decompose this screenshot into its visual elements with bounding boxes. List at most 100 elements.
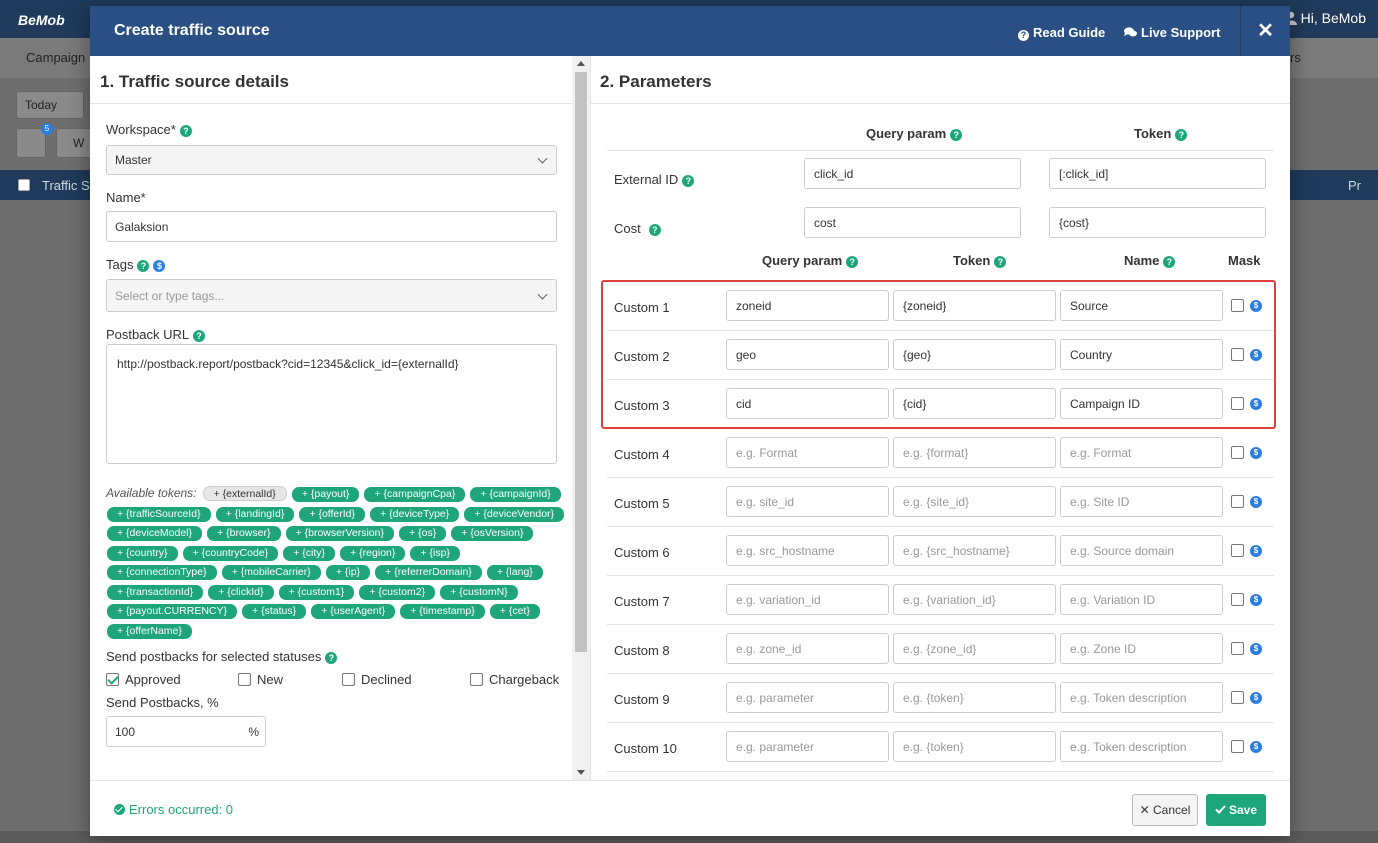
custom-query-input[interactable]: geo [726, 339, 889, 370]
token-chip[interactable]: + {isp} [410, 545, 460, 561]
flag-button[interactable]: 5 [16, 123, 53, 158]
mask-checkbox[interactable] [1231, 642, 1244, 655]
token-chip[interactable]: + {countryCode} [182, 545, 279, 561]
save-button[interactable]: Save [1206, 794, 1266, 826]
token-chip[interactable]: + {transactionId} [107, 584, 204, 600]
help-icon[interactable]: ? [193, 330, 206, 342]
date-filter[interactable]: Today [16, 91, 84, 119]
custom-token-input[interactable]: e.g. {site_id} [893, 486, 1056, 517]
scroll-down-icon[interactable] [577, 770, 585, 775]
custom-name-input[interactable]: e.g. Variation ID [1060, 584, 1223, 615]
custom-token-input[interactable]: e.g. {src_hostname} [893, 535, 1056, 566]
custom-token-input[interactable]: e.g. {token} [893, 682, 1056, 713]
help-icon[interactable]: ? [682, 175, 695, 187]
token-chip[interactable]: + {connectionType} [107, 565, 217, 580]
token-chip[interactable]: + {deviceType} [370, 506, 460, 522]
cancel-button[interactable]: ✕ Cancel [1132, 794, 1198, 826]
token-chip[interactable]: + {userAgent} [311, 604, 396, 619]
help-icon[interactable]: ? [648, 224, 661, 236]
custom-token-input[interactable]: {zoneid} [893, 290, 1056, 321]
token-chip[interactable]: + {timestamp} [400, 604, 485, 619]
custom-query-input[interactable]: zoneid [726, 290, 889, 321]
user-menu[interactable]: Hi, BeMob [1284, 10, 1366, 26]
cost-query-input[interactable]: cost [804, 207, 1021, 238]
token-chip[interactable]: + {region} [340, 545, 406, 561]
custom-query-input[interactable]: e.g. variation_id [726, 584, 889, 615]
name-input[interactable]: Galaksion [106, 211, 557, 242]
token-chip[interactable]: + {trafficSourceId} [107, 506, 211, 522]
token-chip[interactable]: + {customN} [440, 584, 518, 600]
select-all-checkbox[interactable] [18, 179, 30, 191]
custom-name-input[interactable]: e.g. Format [1060, 437, 1223, 468]
token-chip[interactable]: + {externalId} [202, 486, 287, 501]
custom-name-input[interactable]: e.g. Zone ID [1060, 633, 1223, 664]
custom-token-input[interactable]: {cid} [893, 388, 1056, 419]
status-checkbox-chargeback[interactable]: Chargeback [470, 672, 559, 687]
mask-checkbox[interactable] [1231, 397, 1244, 410]
token-chip[interactable]: + {lang} [486, 565, 543, 580]
token-chip[interactable]: + {campaignCpa} [364, 487, 466, 502]
postback-url-textarea[interactable]: http://postback.report/postback?cid=1234… [106, 344, 557, 464]
token-chip[interactable]: + {ip} [325, 565, 371, 580]
custom-name-input[interactable]: e.g. Source domain [1060, 535, 1223, 566]
status-checkbox-new[interactable]: New [238, 672, 283, 687]
mask-checkbox[interactable] [1231, 740, 1244, 753]
token-chip[interactable]: + {country} [107, 545, 178, 561]
custom-name-input[interactable]: Country [1060, 339, 1223, 370]
token-chip[interactable]: + {osVersion} [451, 526, 534, 541]
token-chip[interactable]: + {referrerDomain} [375, 565, 482, 580]
token-chip[interactable]: + {clickId} [208, 584, 274, 600]
custom-token-input[interactable]: e.g. {variation_id} [893, 584, 1056, 615]
help-icon[interactable]: ? [994, 256, 1007, 268]
mask-checkbox[interactable] [1231, 299, 1244, 312]
scroll-up-icon[interactable] [577, 61, 585, 66]
status-checkbox-approved[interactable]: Approved [106, 672, 181, 687]
close-button[interactable]: ✕ [1240, 6, 1290, 56]
token-chip[interactable]: + {payout} [291, 487, 360, 502]
details-scrollbar[interactable] [572, 56, 590, 780]
token-chip[interactable]: + {payout.CURRENCY} [107, 604, 238, 619]
token-chip[interactable]: + {city} [283, 545, 336, 561]
help-icon[interactable]: ? [137, 260, 150, 272]
checkbox[interactable] [470, 673, 483, 686]
mask-checkbox[interactable] [1231, 691, 1244, 704]
custom-token-input[interactable]: e.g. {zone_id} [893, 633, 1056, 664]
workspace-select[interactable]: Master [106, 145, 557, 175]
token-chip[interactable]: + {deviceVendor} [464, 506, 565, 522]
custom-token-input[interactable]: {geo} [893, 339, 1056, 370]
custom-query-input[interactable]: e.g. site_id [726, 486, 889, 517]
token-chip[interactable]: + {os} [399, 526, 447, 541]
custom-name-input[interactable]: Campaign ID [1060, 388, 1223, 419]
help-icon[interactable]: ? [950, 129, 963, 141]
custom-query-input[interactable]: e.g. parameter [726, 682, 889, 713]
token-chip[interactable]: + {deviceModel} [107, 526, 203, 541]
checkbox[interactable] [342, 673, 355, 686]
mask-checkbox[interactable] [1231, 446, 1244, 459]
custom-query-input[interactable]: e.g. Format [726, 437, 889, 468]
token-chip[interactable]: + {custom2} [359, 584, 436, 600]
token-chip[interactable]: + {browserVersion} [285, 526, 394, 541]
token-chip[interactable]: + {cet} [489, 604, 540, 619]
mask-checkbox[interactable] [1231, 495, 1244, 508]
col-traffic-source[interactable]: Traffic So [42, 178, 97, 193]
custom-query-input[interactable]: cid [726, 388, 889, 419]
custom-query-input[interactable]: e.g. zone_id [726, 633, 889, 664]
custom-name-input[interactable]: e.g. Token description [1060, 731, 1223, 762]
help-icon[interactable]: ? [1163, 256, 1176, 268]
send-pct-input[interactable]: 100% [106, 716, 266, 747]
custom-name-input[interactable]: Source [1060, 290, 1223, 321]
token-chip[interactable]: + {status} [242, 604, 307, 619]
token-chip[interactable]: + {offerName} [107, 623, 192, 639]
token-chip[interactable]: + {campaignId} [470, 487, 561, 502]
custom-token-input[interactable]: e.g. {format} [893, 437, 1056, 468]
custom-name-input[interactable]: e.g. Site ID [1060, 486, 1223, 517]
status-checkbox-declined[interactable]: Declined [342, 672, 412, 687]
cost-token-input[interactable]: {cost} [1049, 207, 1266, 238]
read-guide-link[interactable]: ? Read Guide [1018, 25, 1105, 41]
custom-token-input[interactable]: e.g. {token} [893, 731, 1056, 762]
tags-select[interactable]: Select or type tags... [106, 279, 557, 312]
custom-name-input[interactable]: e.g. Token description [1060, 682, 1223, 713]
col-right[interactable]: Pr [1348, 178, 1361, 193]
help-icon[interactable]: ? [325, 652, 338, 664]
token-chip[interactable]: + {offerId} [299, 506, 366, 522]
